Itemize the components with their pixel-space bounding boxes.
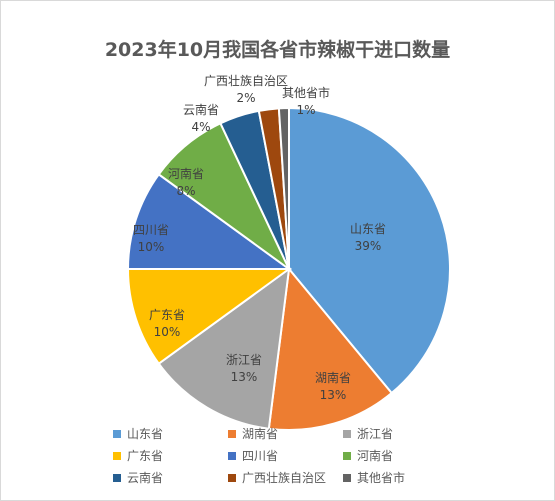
- slice-name-label: 浙江省: [226, 353, 262, 367]
- legend-swatch: [343, 452, 351, 460]
- pie-slice-1: [288, 106, 451, 395]
- legend-label: 山东省: [127, 427, 164, 441]
- slice-name-label: 广西壮族自治区: [204, 74, 288, 88]
- slice-percent-label: 4%: [191, 120, 210, 134]
- slice-name-label: 广东省: [149, 308, 185, 322]
- pie-slice-2: [267, 266, 394, 431]
- legend-item: 四川省: [228, 447, 278, 464]
- legend-item: 云南省: [113, 469, 163, 486]
- legend-item: 湖南省: [228, 425, 278, 442]
- legend-item: 河南省: [343, 447, 393, 464]
- legend-label: 浙江省: [357, 427, 394, 441]
- legend-swatch: [113, 430, 121, 438]
- legend-item: 广西壮族自治区: [228, 469, 326, 486]
- slice-name-label: 湖南省: [315, 370, 351, 385]
- legend-item: 浙江省: [343, 425, 393, 442]
- legend-swatch: [113, 452, 121, 460]
- slice-percent-label: 2%: [236, 91, 255, 105]
- legend-label: 云南省: [127, 471, 164, 485]
- legend-swatch: [343, 430, 351, 438]
- pie-slice-4: [126, 268, 293, 366]
- slice-name-label: 河南省: [168, 166, 204, 181]
- legend-label: 广西壮族自治区: [242, 471, 327, 485]
- slice-percent-label: 10%: [138, 240, 165, 254]
- slice-percent-label: 39%: [355, 239, 382, 253]
- slice-percent-label: 1%: [296, 103, 315, 117]
- legend-swatch: [113, 474, 121, 482]
- legend-swatch: [228, 430, 236, 438]
- pie-slice-3: [157, 266, 291, 430]
- legend-swatch: [228, 474, 236, 482]
- legend-item: 其他省市: [343, 469, 405, 486]
- legend-item: 广东省: [113, 447, 163, 464]
- slice-percent-label: 13%: [231, 370, 258, 384]
- slice-name-label: 云南省: [183, 102, 219, 117]
- pie-slice-9: [277, 106, 290, 270]
- slice-name-label: 山东省: [350, 222, 386, 236]
- legend-label: 湖南省: [242, 427, 279, 441]
- slice-percent-label: 8%: [176, 184, 195, 198]
- legend-label: 四川省: [242, 449, 279, 463]
- legend-label: 其他省市: [357, 471, 406, 485]
- slice-percent-label: 10%: [154, 325, 181, 339]
- legend-label: 河南省: [357, 449, 394, 463]
- slice-name-label: 其他省市: [282, 85, 330, 100]
- legend-swatch: [228, 452, 236, 460]
- slice-name-label: 四川省: [133, 223, 169, 237]
- pie-slice-5: [126, 172, 293, 270]
- legend-swatch: [343, 474, 351, 482]
- chart-title: 2023年10月我国各省市辣椒干进口数量: [104, 39, 451, 61]
- slice-percent-label: 13%: [320, 388, 347, 402]
- legend-label: 广东省: [127, 449, 164, 463]
- legend-item: 山东省: [113, 425, 163, 442]
